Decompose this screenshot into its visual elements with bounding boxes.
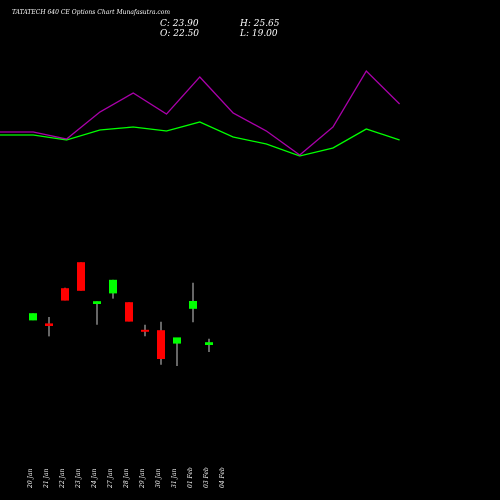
candle	[141, 324, 149, 337]
x-tick-label: 31 Jan	[171, 468, 178, 488]
candle	[93, 301, 101, 325]
x-tick-label: 22 Jan	[59, 468, 66, 489]
x-tick-label: 20 Jan	[27, 468, 34, 489]
x-tick-label: 30 Jan	[155, 468, 162, 488]
x-tick-label: 24 Jan	[91, 468, 98, 489]
candle-body	[173, 337, 181, 344]
candle-body	[77, 262, 85, 291]
x-tick-label: 28 Jan	[123, 468, 130, 489]
candle-body	[61, 288, 69, 301]
x-tick-label: 03 Feb	[203, 467, 210, 488]
candle-body	[189, 301, 197, 309]
low-value: L: 19.00	[240, 29, 278, 39]
candle-body	[205, 342, 213, 345]
candle-body	[125, 302, 133, 322]
x-tick-label: 21 Jan	[43, 468, 50, 489]
candle-body	[109, 279, 117, 294]
candle-body	[29, 313, 37, 321]
x-tick-label: 04 Feb	[219, 467, 226, 488]
open-value: O: 22.50	[160, 29, 200, 39]
chart-title: TATATECH 640 CE Options Chart Munafasutr…	[12, 9, 171, 16]
candle-body	[157, 330, 165, 359]
high-value: H: 25.65	[240, 19, 280, 29]
overlay-line-1	[0, 121, 400, 157]
candle	[61, 287, 69, 301]
x-tick-label: 23 Jan	[75, 468, 82, 489]
candle-body	[45, 323, 53, 326]
candle	[173, 337, 181, 366]
x-tick-label: 29 Jan	[139, 468, 146, 489]
candle	[157, 321, 165, 365]
candle-body	[141, 329, 149, 332]
candle	[125, 302, 133, 322]
candle	[77, 262, 85, 291]
close-value: C: 23.90	[160, 19, 199, 29]
candle	[45, 317, 53, 337]
candle-body	[93, 301, 101, 304]
candle	[205, 338, 213, 352]
candle	[29, 313, 37, 321]
x-tick-label: 01 Feb	[187, 467, 194, 488]
x-tick-label: 27 Jan	[107, 468, 114, 489]
candle	[189, 282, 197, 323]
overlay-line-2	[0, 69, 401, 156]
candle	[109, 279, 117, 299]
